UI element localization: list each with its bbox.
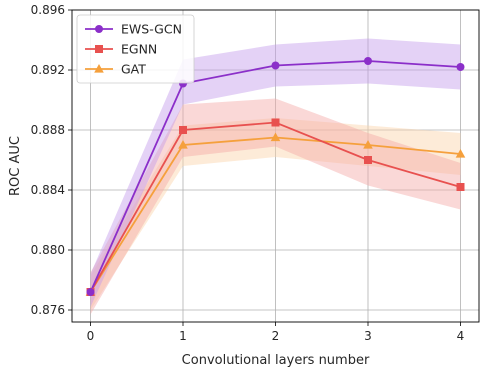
x-axis-label: Convolutional layers number bbox=[182, 353, 370, 368]
legend-box bbox=[76, 14, 195, 84]
point-egnn bbox=[364, 156, 372, 164]
band-gat bbox=[90, 118, 461, 310]
legend-label-egnn: EGNN bbox=[121, 42, 157, 57]
point-ews-gcn bbox=[86, 288, 95, 296]
y-tick-label: 0.884 bbox=[31, 183, 65, 197]
point-gat bbox=[178, 140, 188, 149]
x-tick-label: 2 bbox=[272, 329, 280, 343]
legend: EWS-GCN EGNN GAT bbox=[76, 14, 195, 84]
point-egnn bbox=[456, 183, 465, 191]
point-ews-gcn bbox=[364, 57, 372, 65]
point-egnn bbox=[271, 118, 280, 127]
y-tick-label: 0.876 bbox=[31, 303, 65, 317]
y-axis-label: ROC AUC bbox=[8, 136, 23, 196]
x-tick-label: 3 bbox=[364, 329, 372, 343]
legend-marker-gat bbox=[94, 64, 104, 73]
axis-ticks: 0 1 2 3 4 0.876 0.880 0.884 0.888 0.892 0.896 bbox=[31, 3, 465, 343]
point-egnn bbox=[179, 126, 187, 134]
legend-label-gat: GAT bbox=[121, 62, 146, 77]
legend-label-ews-gcn: EWS-GCN bbox=[121, 22, 182, 37]
x-tick-label: 4 bbox=[457, 329, 465, 343]
y-tick-label: 0.892 bbox=[31, 63, 65, 77]
point-ews-gcn bbox=[456, 63, 465, 71]
y-tick-label: 0.888 bbox=[31, 123, 65, 137]
point-gat bbox=[455, 149, 466, 158]
point-ews-gcn bbox=[271, 61, 280, 70]
x-tick-label: 1 bbox=[179, 329, 187, 343]
point-gat bbox=[363, 140, 373, 149]
point-gat bbox=[270, 132, 281, 142]
band-egnn bbox=[90, 98, 461, 315]
legend-marker-egnn bbox=[95, 45, 103, 53]
y-tick-label: 0.880 bbox=[31, 243, 65, 257]
x-tick-label: 0 bbox=[87, 329, 95, 343]
legend-marker-ews-gcn bbox=[95, 25, 103, 33]
y-tick-label: 0.896 bbox=[31, 3, 65, 17]
